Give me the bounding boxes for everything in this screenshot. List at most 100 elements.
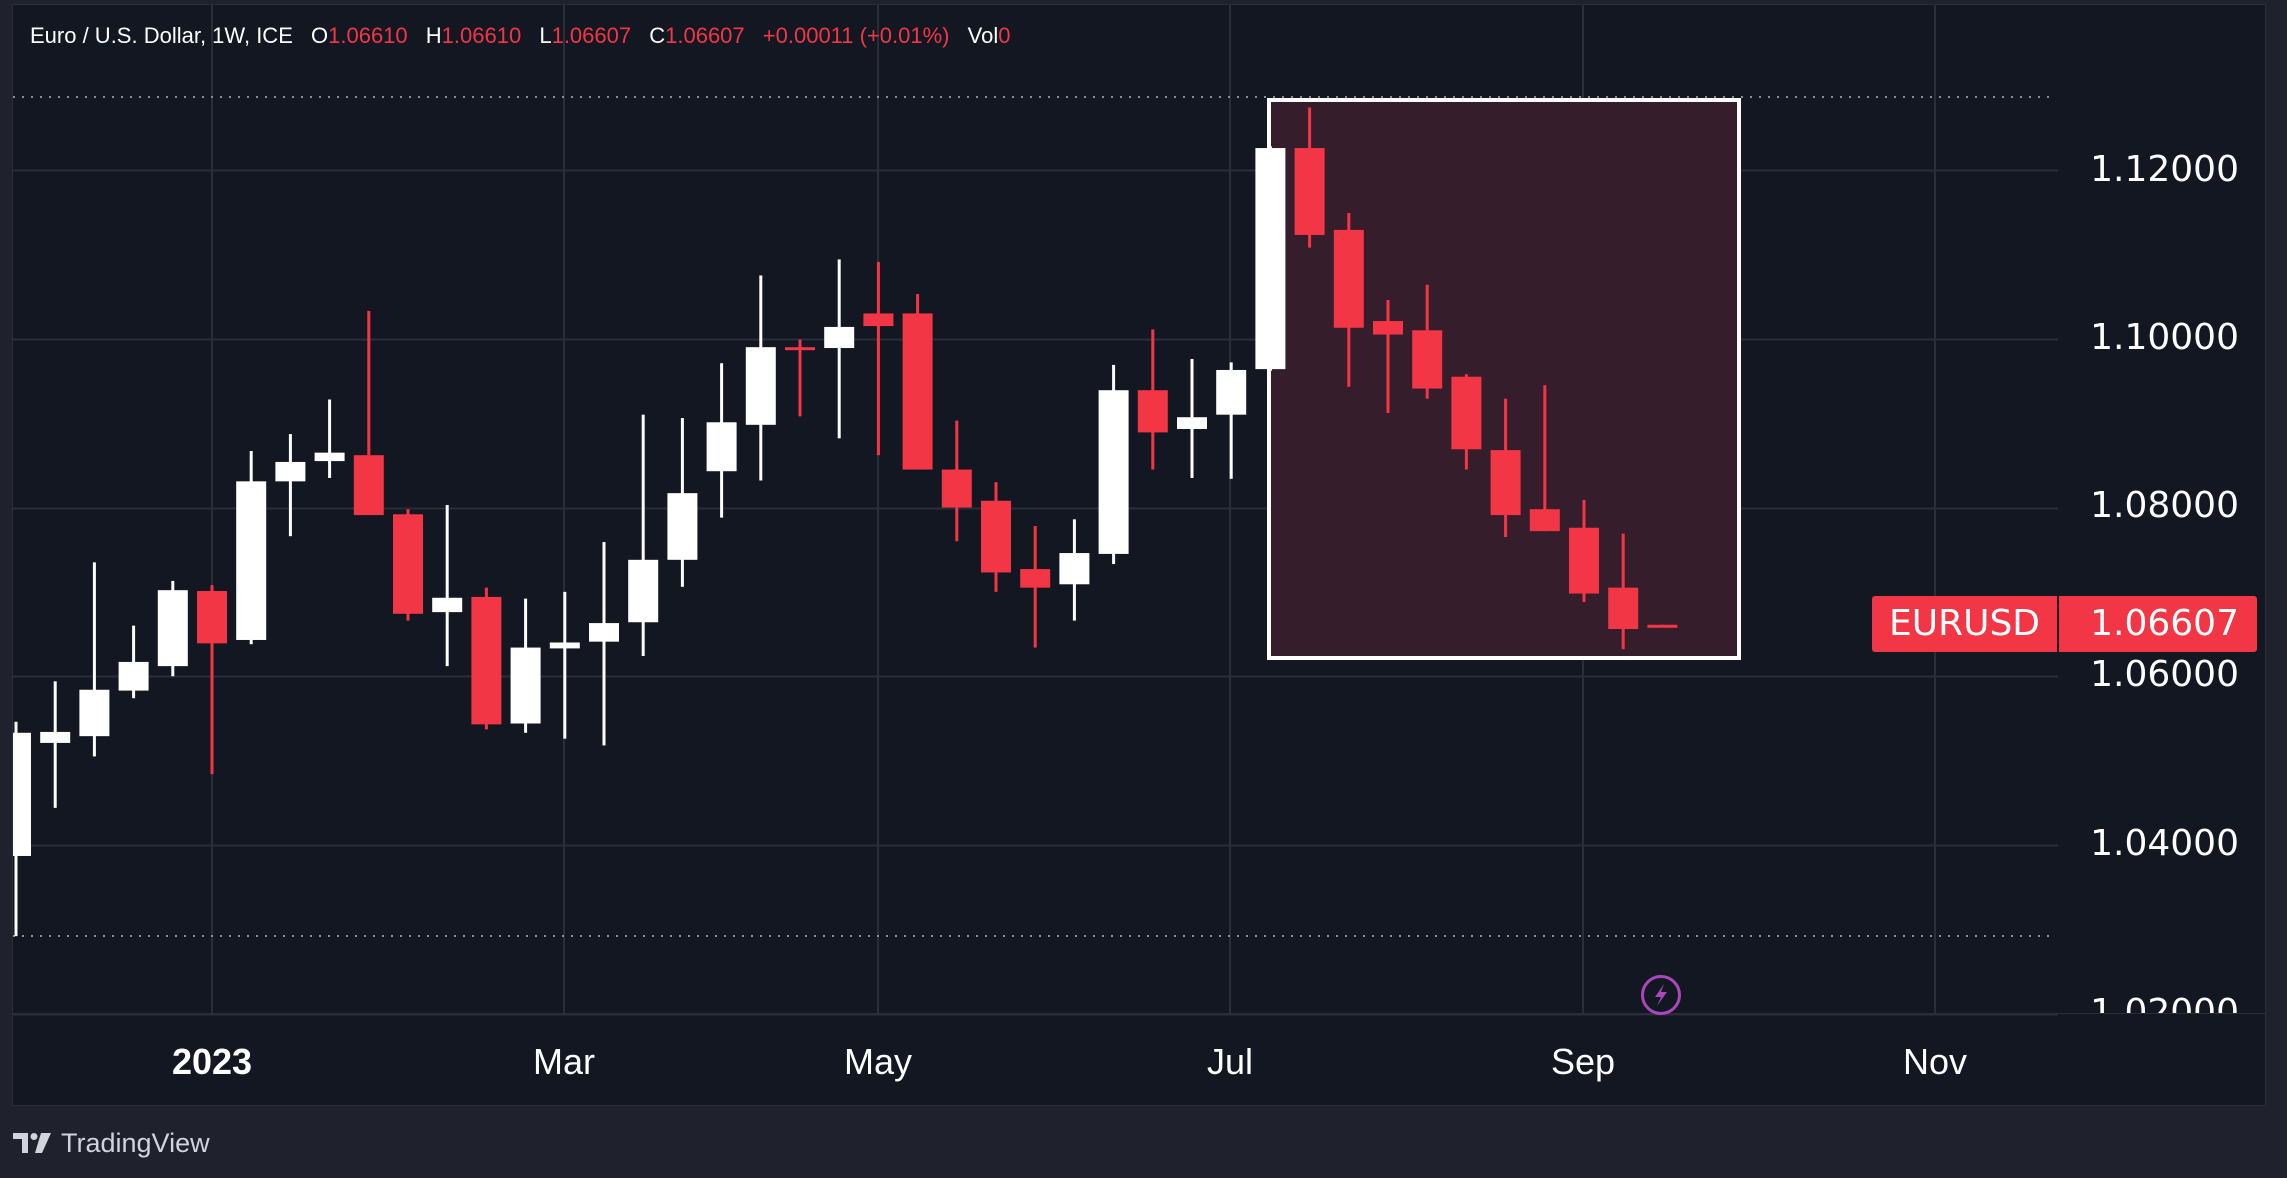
time-label-2023: 2023 xyxy=(171,1041,253,1082)
candle-down[interactable] xyxy=(353,310,384,516)
candle-up[interactable] xyxy=(1059,519,1090,621)
candle-down[interactable] xyxy=(785,339,815,417)
candle-body xyxy=(79,689,110,737)
candle-down[interactable] xyxy=(1647,624,1678,628)
candle-wick xyxy=(641,414,645,656)
candle-down[interactable] xyxy=(471,587,502,730)
candle-down[interactable] xyxy=(1529,385,1560,532)
candle-down[interactable] xyxy=(941,420,972,542)
candle-down[interactable] xyxy=(902,294,933,470)
lightning-icon[interactable] xyxy=(1640,974,1682,1016)
price-tick-1-08: 1.08000 xyxy=(2090,485,2239,526)
candle-wick xyxy=(602,542,606,746)
candle-up[interactable] xyxy=(79,562,110,757)
price-tick-1-12: 1.12000 xyxy=(2090,149,2239,190)
candle-down[interactable] xyxy=(981,482,1011,592)
legend-close-value: 1.06607 xyxy=(665,23,745,48)
last-price-symbol-tag: EURUSD xyxy=(1872,596,2057,652)
candle-down[interactable] xyxy=(1373,299,1403,413)
candle-down[interactable] xyxy=(863,261,894,456)
legend-volume-value: 0 xyxy=(998,23,1011,48)
candle-body xyxy=(1529,509,1560,532)
candle-body xyxy=(941,469,972,508)
candle-up[interactable] xyxy=(157,580,188,677)
candle-down[interactable] xyxy=(1490,398,1521,538)
candle-body xyxy=(981,500,1011,573)
candle-up[interactable] xyxy=(667,418,698,587)
chart-legend: Euro / U.S. Dollar, 1W, ICE O1.06610 H1.… xyxy=(30,22,1010,50)
candle-up[interactable] xyxy=(1177,359,1207,478)
legend-low-value: 1.06607 xyxy=(551,23,632,48)
candle-wick xyxy=(563,591,567,739)
candle-body xyxy=(1177,417,1207,430)
chart-panel[interactable] xyxy=(12,4,2266,1106)
candle-body xyxy=(1647,624,1678,628)
candle-body xyxy=(118,661,149,691)
candle-up[interactable] xyxy=(236,450,267,645)
tradingview-watermark[interactable]: TradingView xyxy=(13,1128,210,1158)
candle-body xyxy=(706,422,737,472)
candle-wick xyxy=(53,681,57,808)
legend-title: Euro / U.S. Dollar, 1W, ICE xyxy=(30,23,293,48)
candle-up[interactable] xyxy=(549,591,580,739)
candle-down[interactable] xyxy=(1608,533,1639,650)
candle-down[interactable] xyxy=(393,509,423,621)
candle-wick xyxy=(328,399,332,478)
candle-body xyxy=(1412,330,1443,389)
candle-up[interactable] xyxy=(706,363,737,518)
legend-volume-label: Vol xyxy=(967,23,999,48)
candle-up[interactable] xyxy=(40,681,71,808)
legend-open-label: O xyxy=(311,23,329,48)
time-label-jul: Jul xyxy=(1206,1041,1254,1082)
candle-body xyxy=(1020,569,1051,588)
candle-up[interactable] xyxy=(1216,362,1247,479)
candle-up[interactable] xyxy=(275,434,306,537)
time-label-mar: Mar xyxy=(533,1041,595,1082)
candle-up[interactable] xyxy=(510,598,541,733)
candle-up[interactable] xyxy=(432,504,463,667)
watermark-text: TradingView xyxy=(61,1127,210,1158)
candle-up[interactable] xyxy=(589,542,619,746)
candle-down[interactable] xyxy=(197,585,227,775)
highlight-rectangle xyxy=(1269,100,1739,658)
candle-down[interactable] xyxy=(1294,107,1325,248)
candle-up[interactable] xyxy=(118,625,149,699)
candle-down[interactable] xyxy=(1137,329,1168,470)
candle-body xyxy=(275,461,306,482)
candle-down[interactable] xyxy=(1412,284,1443,399)
candle-body xyxy=(40,731,71,743)
candle-body xyxy=(1216,369,1247,415)
legend-open-value: 1.06610 xyxy=(328,23,408,48)
candle-down[interactable] xyxy=(1451,374,1482,470)
candle-body xyxy=(314,452,345,462)
candle-body xyxy=(510,647,541,724)
candle-up[interactable] xyxy=(1098,364,1129,565)
candle-body xyxy=(1608,587,1639,629)
candle-body xyxy=(1059,553,1090,585)
candle-up[interactable] xyxy=(824,259,855,439)
candle-up[interactable] xyxy=(745,275,776,481)
candle-wick xyxy=(92,562,96,757)
legend-high-label: H xyxy=(425,23,442,48)
candle-wick xyxy=(837,259,841,439)
candle-up[interactable] xyxy=(13,721,31,937)
price-tick-1-02: 1.02000 xyxy=(2039,993,2239,1013)
candle-body xyxy=(863,313,894,327)
candle-body xyxy=(13,732,31,856)
candle-wick xyxy=(445,504,449,667)
candle-body xyxy=(353,455,384,516)
candle-up[interactable] xyxy=(314,399,345,478)
candle-wick xyxy=(1543,385,1547,532)
candle-body xyxy=(1294,148,1325,235)
candle-body xyxy=(1137,390,1168,433)
candle-body xyxy=(393,514,423,614)
candle-down[interactable] xyxy=(1333,213,1364,387)
time-label-may: May xyxy=(843,1041,913,1082)
time-label-nov: Nov xyxy=(1902,1041,1968,1082)
candle-up[interactable] xyxy=(628,414,659,656)
candle-body xyxy=(157,590,188,667)
candle-down[interactable] xyxy=(1569,499,1599,602)
candle-down[interactable] xyxy=(1020,526,1051,648)
legend-high-value: 1.06610 xyxy=(441,23,522,48)
